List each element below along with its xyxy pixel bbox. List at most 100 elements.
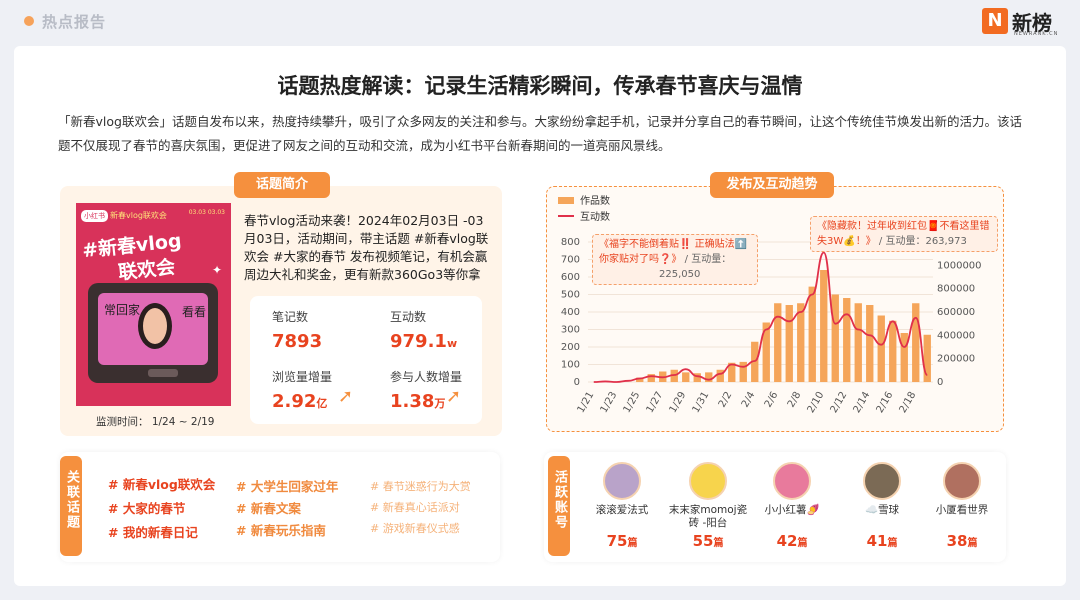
stat-notes: 笔记数 7893 bbox=[272, 308, 322, 352]
legend-line-swatch bbox=[558, 215, 574, 217]
related-topics-label: 关联话题 bbox=[60, 456, 82, 556]
bar bbox=[797, 303, 805, 382]
y-left-tick: 600 bbox=[561, 272, 580, 283]
legend-line-label: 互动数 bbox=[580, 210, 610, 223]
account-name: ☁️雪球 bbox=[864, 504, 900, 516]
related-topics-label-text: 关联话题 bbox=[64, 470, 79, 530]
bar bbox=[808, 286, 816, 382]
annotation-value: 225,050 bbox=[659, 269, 701, 280]
interaction-line bbox=[593, 251, 929, 383]
bar bbox=[912, 303, 920, 382]
header-title: 热点报告 bbox=[42, 13, 107, 31]
x-tick: 1/27 bbox=[645, 390, 666, 415]
avatar[interactable] bbox=[603, 462, 641, 500]
tv-screen: 常回家 看看 bbox=[98, 293, 208, 365]
x-tick: 1/23 bbox=[599, 390, 620, 415]
bar bbox=[728, 362, 736, 382]
x-tick: 2/6 bbox=[763, 390, 781, 409]
stat-label: 笔记数 bbox=[272, 310, 309, 324]
annotation-label: / 互动量： bbox=[878, 236, 926, 247]
poster-date: 03.03 03.03 bbox=[188, 209, 225, 216]
active-accounts-label-text: 活跃账号 bbox=[552, 470, 567, 530]
y-left-tick: 500 bbox=[561, 290, 580, 301]
account-card[interactable]: 末末家momoj瓷砖 -阳台 55篇 bbox=[668, 462, 748, 550]
trend-label: 发布及互动趋势 bbox=[710, 172, 834, 198]
stat-value: 2.92亿 bbox=[272, 391, 328, 412]
x-tick: 2/4 bbox=[740, 390, 758, 409]
related-topics-panel bbox=[60, 452, 500, 562]
topic-tag[interactable]: # 游戏新春仪式感 bbox=[370, 522, 460, 535]
stat-views: 浏览量增量 2.92亿 bbox=[272, 368, 332, 412]
x-tick: 1/25 bbox=[622, 390, 643, 415]
account-count: 75篇 bbox=[606, 532, 638, 550]
topic-tag[interactable]: # 大家的春节 bbox=[108, 501, 186, 516]
topic-tag[interactable]: # 春节迷惑行为大赏 bbox=[370, 480, 471, 493]
x-tick: 1/31 bbox=[691, 390, 712, 415]
topic-tag[interactable]: # 新春真心话派对 bbox=[370, 501, 460, 514]
page-title: 话题热度解读：记录生活精彩瞬间，传承春节喜庆与温情 bbox=[277, 74, 803, 98]
topic-tag[interactable]: # 我的新春日记 bbox=[108, 525, 198, 540]
bar bbox=[785, 305, 793, 382]
bar bbox=[831, 294, 839, 382]
bar bbox=[900, 333, 908, 382]
legend-bar-label: 作品数 bbox=[580, 194, 610, 207]
stat-label: 互动数 bbox=[390, 310, 427, 324]
stat-value: 7893 bbox=[272, 331, 323, 352]
x-tick: 2/8 bbox=[786, 390, 804, 409]
annotation-value: 263,973 bbox=[925, 236, 967, 247]
topic-tag[interactable]: # 新春文案 bbox=[236, 501, 301, 516]
stat-label: 浏览量增量 bbox=[272, 370, 333, 384]
x-tick: 1/21 bbox=[576, 390, 597, 415]
sparkle-icon: ✦ bbox=[212, 263, 223, 277]
poster-title-2: 联欢会 bbox=[117, 256, 177, 284]
tv-text-left: 常回家 bbox=[104, 303, 141, 317]
top-bar: 热点报告 N 新榜 NEWRANK.CN bbox=[0, 0, 1080, 44]
account-name: 末末家momoj瓷砖 -阳台 bbox=[668, 504, 748, 529]
x-tick: 2/10 bbox=[806, 390, 827, 415]
monitor-period: 监测时间： 1/24 ~ 2/19 bbox=[96, 416, 215, 428]
bar bbox=[877, 315, 885, 382]
y-left-tick: 0 bbox=[574, 377, 580, 388]
y-left-tick: 300 bbox=[561, 325, 580, 336]
stat-label: 参与人数增量 bbox=[390, 370, 463, 384]
bar bbox=[693, 373, 701, 382]
arrow-up-icon: ➚ bbox=[338, 386, 354, 407]
annotation-text: 《隐藏款！过年收到红包🧧不看这里错失3W💰！》 bbox=[817, 221, 990, 247]
bar bbox=[854, 303, 862, 382]
avatar[interactable] bbox=[689, 462, 727, 500]
avatar[interactable] bbox=[863, 462, 901, 500]
bar bbox=[866, 305, 874, 382]
intro-paragraph: 「新春vlog联欢会」话题自发布以来，热度持续攀升，吸引了众多网友的关注和参与。… bbox=[58, 114, 1022, 153]
account-card[interactable]: ☁️雪球 41篇 bbox=[842, 462, 922, 550]
y-left-tick: 400 bbox=[561, 307, 580, 318]
topic-tag[interactable]: # 大学生回家过年 bbox=[236, 479, 339, 494]
avatar[interactable] bbox=[943, 462, 981, 500]
arrow-up-icon: ➚ bbox=[446, 386, 462, 407]
bar bbox=[820, 270, 828, 382]
stat-participants: 参与人数增量 1.38万 bbox=[390, 368, 462, 412]
legend-bar-swatch bbox=[558, 197, 574, 204]
account-count: 38篇 bbox=[946, 532, 978, 550]
active-accounts-label: 活跃账号 bbox=[548, 456, 570, 556]
topic-tag[interactable]: # 新春vlog联欢会 bbox=[108, 477, 216, 492]
account-card[interactable]: 小厦看世界 38篇 bbox=[922, 462, 1002, 550]
y-left-tick: 700 bbox=[561, 255, 580, 266]
account-card[interactable]: 滚滚爱法式 75篇 bbox=[582, 462, 662, 550]
bar bbox=[682, 372, 690, 382]
bar bbox=[705, 372, 713, 382]
bar bbox=[716, 369, 724, 382]
annotation-label: / 互动量： bbox=[684, 254, 732, 265]
avatar[interactable] bbox=[773, 462, 811, 500]
account-count: 42篇 bbox=[776, 532, 808, 550]
y-right-tick: 800000 bbox=[937, 284, 975, 295]
x-tick: 2/16 bbox=[875, 390, 896, 415]
topic-tag[interactable]: # 新春玩乐指南 bbox=[236, 523, 326, 538]
newrank-logo-icon: N bbox=[982, 8, 1008, 34]
y-left-tick: 800 bbox=[561, 237, 580, 248]
topic-poster: 小红书 新春vlog联欢会 03.03 03.03 #新春vlog 联欢会 常回… bbox=[76, 203, 231, 406]
topic-intro-label: 话题简介 bbox=[234, 172, 330, 198]
account-name: 滚滚爱法式 bbox=[595, 504, 649, 516]
account-card[interactable]: 小小红薯🍠 42篇 bbox=[752, 462, 832, 550]
x-tick: 2/12 bbox=[829, 390, 850, 415]
y-right-tick: 200000 bbox=[937, 354, 975, 365]
